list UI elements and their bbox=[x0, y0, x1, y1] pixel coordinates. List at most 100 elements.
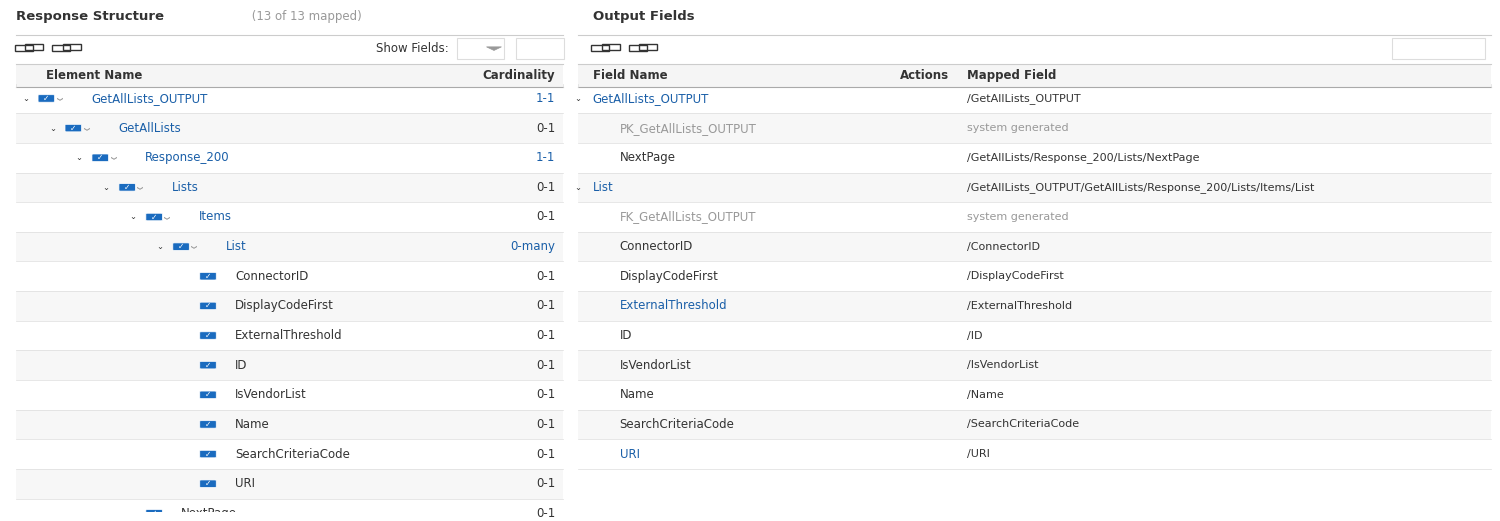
FancyBboxPatch shape bbox=[200, 272, 216, 280]
Bar bbox=[16, 232, 562, 262]
Bar bbox=[578, 232, 1491, 262]
Text: Lists: Lists bbox=[172, 181, 200, 194]
Bar bbox=[578, 350, 1491, 380]
Text: ✓: ✓ bbox=[178, 242, 184, 251]
FancyBboxPatch shape bbox=[146, 213, 162, 221]
Text: ✓: ✓ bbox=[152, 509, 157, 518]
Text: SearchCriteriaCode: SearchCriteriaCode bbox=[236, 448, 350, 461]
Bar bbox=[16, 202, 562, 232]
Text: ⌄: ⌄ bbox=[574, 94, 582, 103]
FancyBboxPatch shape bbox=[516, 38, 564, 59]
FancyBboxPatch shape bbox=[200, 391, 216, 399]
Text: /ExternalThreshold: /ExternalThreshold bbox=[968, 301, 1072, 311]
Text: GetAllLists_OUTPUT: GetAllLists_OUTPUT bbox=[92, 92, 207, 105]
FancyBboxPatch shape bbox=[92, 154, 108, 162]
Text: ⌄: ⌄ bbox=[75, 153, 82, 162]
Text: ✓: ✓ bbox=[152, 213, 157, 221]
Text: ⌄: ⌄ bbox=[156, 242, 164, 251]
Polygon shape bbox=[486, 47, 501, 51]
Bar bbox=[16, 172, 562, 202]
Text: GetAllLists_OUTPUT: GetAllLists_OUTPUT bbox=[592, 92, 710, 105]
Text: /IsVendorList: /IsVendorList bbox=[968, 360, 1038, 370]
Text: 0-1: 0-1 bbox=[536, 477, 555, 490]
FancyBboxPatch shape bbox=[118, 183, 135, 191]
Bar bbox=[16, 143, 562, 172]
Text: IsVendorList: IsVendorList bbox=[236, 388, 306, 401]
Text: GetAllLists: GetAllLists bbox=[118, 121, 182, 134]
Text: NextPage: NextPage bbox=[182, 507, 237, 520]
Text: 1-1: 1-1 bbox=[536, 92, 555, 105]
Text: DisplayCodeFirst: DisplayCodeFirst bbox=[620, 270, 718, 283]
Bar bbox=[578, 202, 1491, 232]
Text: ✓: ✓ bbox=[98, 153, 104, 162]
Text: ⌄: ⌄ bbox=[102, 183, 110, 192]
Text: /SearchCriteriaCode: /SearchCriteriaCode bbox=[968, 419, 1078, 429]
Bar bbox=[16, 262, 562, 291]
Text: ⌄: ⌄ bbox=[22, 94, 28, 103]
FancyBboxPatch shape bbox=[200, 480, 216, 488]
Bar bbox=[578, 84, 1491, 113]
Text: ❯: ❯ bbox=[81, 126, 87, 130]
Text: ❯: ❯ bbox=[108, 155, 114, 160]
Text: 0-1: 0-1 bbox=[536, 507, 555, 520]
Text: PK_GetAllLists_OUTPUT: PK_GetAllLists_OUTPUT bbox=[620, 121, 756, 134]
FancyBboxPatch shape bbox=[64, 125, 81, 132]
Text: ✓: ✓ bbox=[206, 450, 212, 458]
Bar bbox=[16, 113, 562, 143]
FancyBboxPatch shape bbox=[200, 332, 216, 339]
Bar bbox=[16, 410, 562, 439]
Text: Items: Items bbox=[200, 210, 232, 224]
Bar bbox=[578, 321, 1491, 350]
Text: ❯: ❯ bbox=[56, 96, 62, 101]
FancyBboxPatch shape bbox=[172, 243, 189, 251]
Text: ⌄: ⌄ bbox=[574, 183, 582, 192]
Text: IsVendorList: IsVendorList bbox=[620, 358, 692, 371]
Bar bbox=[578, 410, 1491, 439]
Text: ⌄: ⌄ bbox=[129, 213, 136, 221]
Text: /GetAllLists_OUTPUT/GetAllLists/Response_200/Lists/Items/List: /GetAllLists_OUTPUT/GetAllLists/Response… bbox=[968, 182, 1314, 193]
Text: ✓: ✓ bbox=[44, 94, 50, 103]
Text: ConnectorID: ConnectorID bbox=[620, 240, 693, 253]
Text: Response_200: Response_200 bbox=[146, 151, 230, 164]
Bar bbox=[16, 469, 562, 499]
Bar bbox=[16, 350, 562, 380]
Text: 0-1: 0-1 bbox=[536, 300, 555, 313]
Text: ❯: ❯ bbox=[135, 185, 141, 190]
Bar bbox=[578, 172, 1491, 202]
Bar bbox=[16, 499, 562, 521]
Bar bbox=[16, 321, 562, 350]
FancyBboxPatch shape bbox=[200, 450, 216, 458]
Text: system generated: system generated bbox=[968, 212, 1068, 222]
Bar bbox=[16, 64, 562, 86]
Bar bbox=[578, 291, 1491, 321]
Text: Cardinality: Cardinality bbox=[483, 69, 555, 82]
Bar bbox=[16, 439, 562, 469]
Text: ID: ID bbox=[236, 358, 248, 371]
Text: Element Name: Element Name bbox=[46, 69, 142, 82]
Text: ✓: ✓ bbox=[206, 420, 212, 429]
Text: /DisplayCodeFirst: /DisplayCodeFirst bbox=[968, 271, 1064, 281]
FancyBboxPatch shape bbox=[38, 95, 54, 102]
Text: ✓: ✓ bbox=[206, 361, 212, 370]
Text: Name: Name bbox=[620, 388, 654, 401]
Text: 0-1: 0-1 bbox=[536, 388, 555, 401]
Bar bbox=[16, 380, 562, 410]
Text: List: List bbox=[592, 181, 613, 194]
Text: 0-1: 0-1 bbox=[536, 210, 555, 224]
Text: 0-1: 0-1 bbox=[536, 181, 555, 194]
Text: 0-1: 0-1 bbox=[536, 121, 555, 134]
Bar bbox=[578, 262, 1491, 291]
FancyBboxPatch shape bbox=[200, 420, 216, 428]
Text: NextPage: NextPage bbox=[620, 151, 675, 164]
FancyBboxPatch shape bbox=[146, 510, 162, 517]
Text: All: All bbox=[465, 42, 480, 55]
Text: SearchCriteriaCode: SearchCriteriaCode bbox=[620, 418, 735, 431]
Bar bbox=[578, 64, 1491, 86]
Text: Field Name: Field Name bbox=[592, 69, 668, 82]
Text: Name: Name bbox=[236, 418, 270, 431]
Text: /GetAllLists_OUTPUT: /GetAllLists_OUTPUT bbox=[968, 93, 1080, 104]
Text: Response Structure: Response Structure bbox=[16, 10, 165, 23]
Text: Find: Find bbox=[1401, 42, 1426, 55]
Text: (13 of 13 mapped): (13 of 13 mapped) bbox=[249, 10, 362, 23]
Text: URI: URI bbox=[620, 448, 639, 461]
